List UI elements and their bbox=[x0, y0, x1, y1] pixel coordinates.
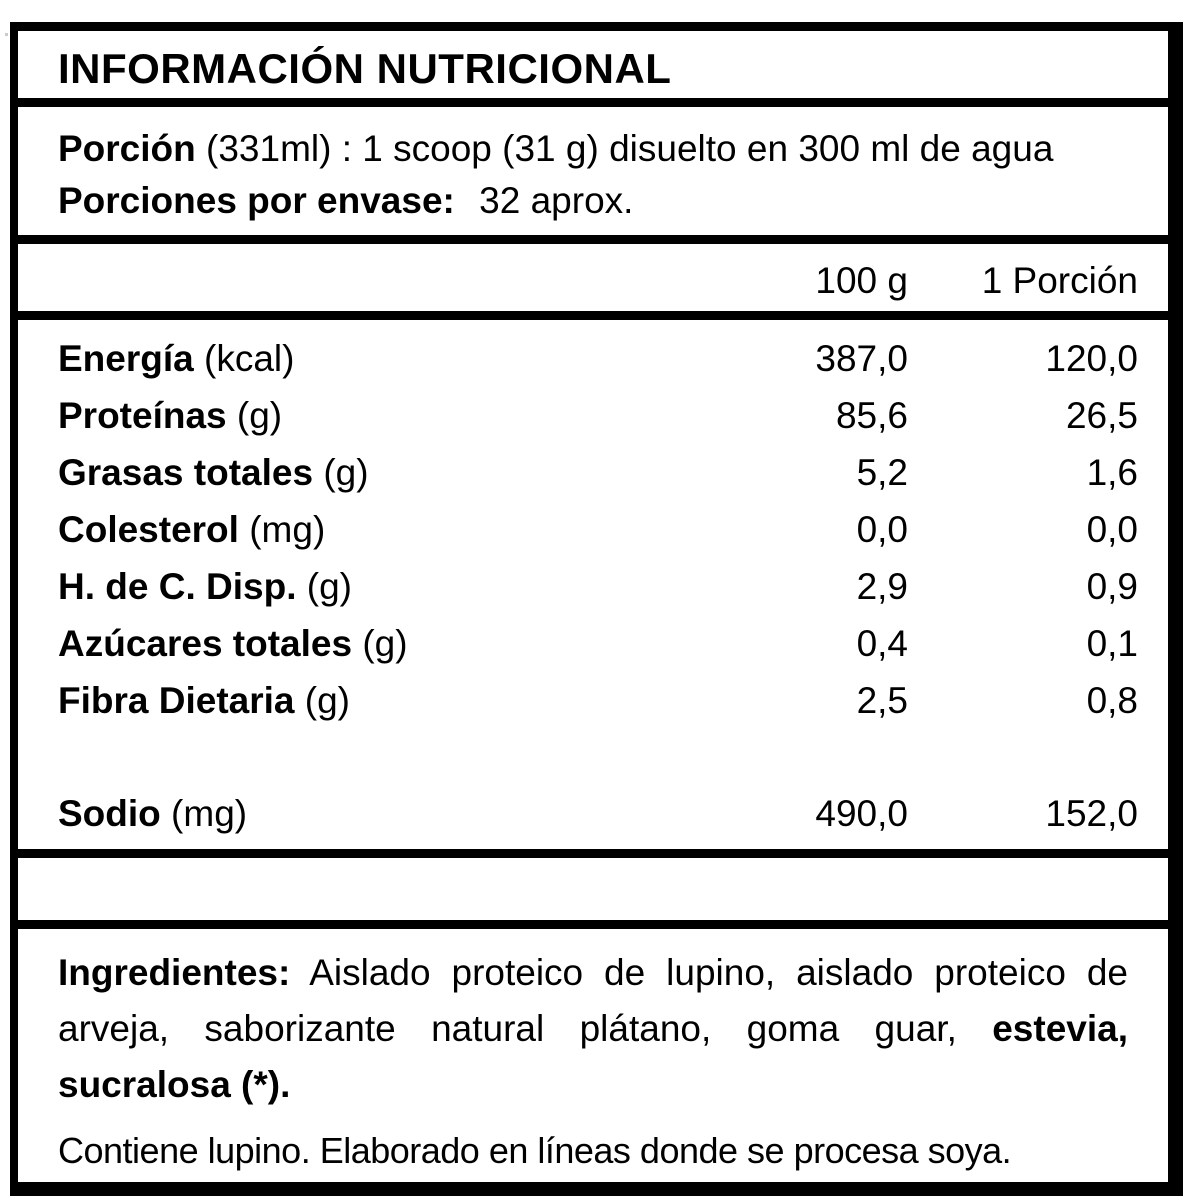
column-header-100g: 100 g bbox=[815, 260, 908, 301]
nutrient-table: Energía (kcal) 387,0 120,0 Proteínas (g)… bbox=[18, 320, 1168, 858]
nutrient-name: Grasas totales bbox=[58, 452, 314, 493]
ingredients-list: Aislado proteico de lupino, aislado prot… bbox=[58, 952, 1128, 1049]
nutrient-name-cell: Fibra Dietaria (g) bbox=[58, 672, 708, 729]
ingredients-label: Ingredientes: bbox=[58, 952, 291, 993]
nutrient-name: Proteínas bbox=[58, 395, 227, 436]
allergen-note: Contiene lupino. Elaborado en líneas don… bbox=[58, 1130, 1012, 1171]
nutrient-unit: (mg) bbox=[171, 793, 248, 834]
value-per-portion: 0,8 bbox=[1086, 680, 1138, 721]
value-per-100g: 85,6 bbox=[835, 395, 908, 436]
value-per-portion: 0,0 bbox=[1086, 509, 1138, 550]
nutrient-name: Sodio bbox=[58, 793, 161, 834]
table-row-fibra: Fibra Dietaria (g) 2,5 0,8 bbox=[18, 672, 1168, 729]
value-per-portion: 152,0 bbox=[1045, 793, 1138, 834]
table-row-azucares: Azúcares totales (g) 0,4 0,1 bbox=[18, 615, 1168, 672]
ingredients-paragraph: Ingredientes: Aislado proteico de lupino… bbox=[58, 945, 1128, 1113]
table-row-colesterol: Colesterol (mg) 0,0 0,0 bbox=[18, 501, 1168, 558]
nutrient-name-cell: Colesterol (mg) bbox=[58, 501, 708, 558]
empty-band bbox=[18, 858, 1168, 929]
nutrient-name-cell: Grasas totales (g) bbox=[58, 444, 708, 501]
column-header-portion: 1 Porción bbox=[981, 260, 1138, 301]
value-per-100g: 2,5 bbox=[856, 680, 908, 721]
value-per-portion: 26,5 bbox=[1065, 395, 1138, 436]
label-title: INFORMACIÓN NUTRICIONAL bbox=[58, 45, 672, 92]
nutrient-unit: (g) bbox=[323, 452, 369, 493]
portion-line: Porción (331ml) : 1 scoop (31 g) disuelt… bbox=[58, 123, 1168, 175]
nutrient-name: Azúcares totales bbox=[58, 623, 353, 664]
value-per-portion: 120,0 bbox=[1045, 338, 1138, 379]
portion-detail: (331ml) : 1 scoop (31 g) disuelto en 300… bbox=[206, 128, 1054, 169]
value-per-100g: 0,0 bbox=[856, 509, 908, 550]
value-per-100g: 5,2 bbox=[856, 452, 908, 493]
value-per-portion: 1,6 bbox=[1086, 452, 1138, 493]
column-header-row: 100 g 1 Porción bbox=[18, 244, 1168, 320]
table-row-carbohidratos: H. de C. Disp. (g) 2,9 0,9 bbox=[18, 558, 1168, 615]
title-section: INFORMACIÓN NUTRICIONAL bbox=[18, 31, 1168, 107]
table-row-energia: Energía (kcal) 387,0 120,0 bbox=[18, 330, 1168, 387]
ingredients-sweeteners: estevia, sucralosa (*). bbox=[58, 1008, 1128, 1105]
value-per-100g: 490,0 bbox=[815, 793, 908, 834]
portion-label: Porción bbox=[58, 128, 196, 169]
table-row-sodio: Sodio (mg) 490,0 152,0 bbox=[18, 785, 1168, 842]
value-per-100g: 0,4 bbox=[856, 623, 908, 664]
value-per-portion: 0,9 bbox=[1086, 566, 1138, 607]
nutrient-unit: (mg) bbox=[249, 509, 326, 550]
nutrient-name-cell: H. de C. Disp. (g) bbox=[58, 558, 708, 615]
nutrient-name-cell: Energía (kcal) bbox=[58, 330, 708, 387]
nutrient-name-cell: Sodio (mg) bbox=[58, 785, 708, 842]
nutrient-name: H. de C. Disp. bbox=[58, 566, 297, 607]
value-per-100g: 2,9 bbox=[856, 566, 908, 607]
table-row-grasas: Grasas totales (g) 5,2 1,6 bbox=[18, 444, 1168, 501]
servings-label: Porciones por envase: bbox=[58, 180, 455, 221]
value-per-portion: 0,1 bbox=[1086, 623, 1138, 664]
nutrition-label: INFORMACIÓN NUTRICIONAL Porción (331ml) … bbox=[10, 22, 1183, 1196]
ingredients-section: Ingredientes: Aislado proteico de lupino… bbox=[18, 929, 1168, 1182]
nutrient-unit: (kcal) bbox=[204, 338, 295, 379]
table-row-proteinas: Proteínas (g) 85,6 26,5 bbox=[18, 387, 1168, 444]
nutrient-name-cell: Proteínas (g) bbox=[58, 387, 708, 444]
nutrient-unit: (g) bbox=[362, 623, 408, 664]
nutrient-name: Colesterol bbox=[58, 509, 239, 550]
nutrient-unit: (g) bbox=[236, 395, 283, 436]
serving-section: Porción (331ml) : 1 scoop (31 g) disuelt… bbox=[18, 107, 1168, 244]
servings-line: Porciones por envase: 32 aprox. bbox=[58, 175, 1168, 227]
nutrient-name: Fibra Dietaria bbox=[58, 680, 295, 721]
nutrient-name-cell: Azúcares totales (g) bbox=[58, 615, 708, 672]
scan-artifact bbox=[5, 33, 8, 36]
servings-value: 32 aprox. bbox=[479, 180, 634, 221]
nutrient-unit: (g) bbox=[306, 566, 352, 607]
nutrient-unit: (g) bbox=[304, 680, 350, 721]
nutrient-name: Energía bbox=[58, 338, 194, 379]
value-per-100g: 387,0 bbox=[815, 338, 908, 379]
